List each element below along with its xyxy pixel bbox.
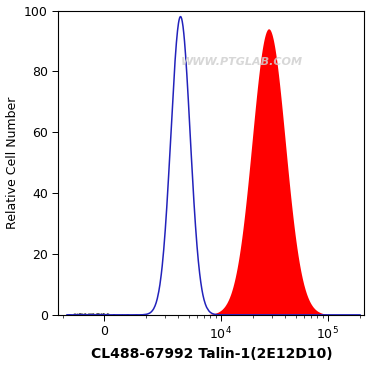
X-axis label: CL488-67992 Talin-1(2E12D10): CL488-67992 Talin-1(2E12D10) — [91, 348, 332, 361]
Point — [104, 312, 110, 317]
Point — [87, 311, 92, 317]
Point — [83, 312, 89, 317]
Y-axis label: Relative Cell Number: Relative Cell Number — [6, 97, 18, 229]
Point — [85, 312, 91, 317]
Point — [85, 312, 91, 317]
Point — [86, 312, 92, 318]
Point — [72, 311, 78, 317]
Point — [74, 312, 80, 317]
Point — [98, 312, 104, 317]
Point — [104, 312, 110, 317]
Point — [96, 311, 102, 317]
Point — [100, 311, 105, 317]
Point — [79, 312, 85, 318]
Point — [86, 312, 92, 317]
Point — [95, 311, 101, 317]
Point — [98, 311, 104, 317]
Point — [96, 312, 102, 317]
Point — [94, 312, 100, 318]
Point — [83, 312, 88, 317]
Point — [104, 311, 110, 317]
Point — [78, 312, 84, 318]
Point — [75, 311, 81, 317]
Point — [80, 312, 85, 317]
Point — [77, 312, 83, 317]
Point — [91, 312, 97, 317]
Point — [90, 311, 96, 317]
Point — [101, 311, 107, 317]
Point — [99, 312, 105, 317]
Point — [98, 312, 104, 317]
Point — [84, 312, 90, 317]
Point — [80, 312, 86, 317]
Point — [83, 311, 88, 317]
Point — [94, 311, 100, 317]
Point — [100, 312, 105, 318]
Point — [74, 311, 80, 317]
Point — [74, 312, 80, 318]
Point — [85, 312, 91, 318]
Point — [71, 312, 77, 317]
Point — [100, 311, 106, 317]
Point — [87, 312, 93, 317]
Point — [102, 312, 108, 317]
Point — [78, 312, 84, 317]
Point — [88, 311, 94, 317]
Point — [105, 311, 111, 317]
Point — [76, 312, 82, 317]
Point — [89, 311, 95, 317]
Text: WWW.PTGLAB.COM: WWW.PTGLAB.COM — [181, 57, 303, 67]
Point — [89, 312, 95, 318]
Point — [81, 312, 87, 317]
Point — [74, 312, 80, 317]
Point — [95, 311, 101, 317]
Point — [90, 311, 96, 317]
Point — [77, 311, 83, 317]
Point — [71, 311, 77, 317]
Point — [74, 312, 80, 318]
Point — [94, 312, 100, 317]
Point — [76, 311, 82, 317]
Point — [100, 311, 106, 317]
Point — [73, 312, 79, 317]
Point — [94, 311, 100, 317]
Point — [72, 312, 78, 318]
